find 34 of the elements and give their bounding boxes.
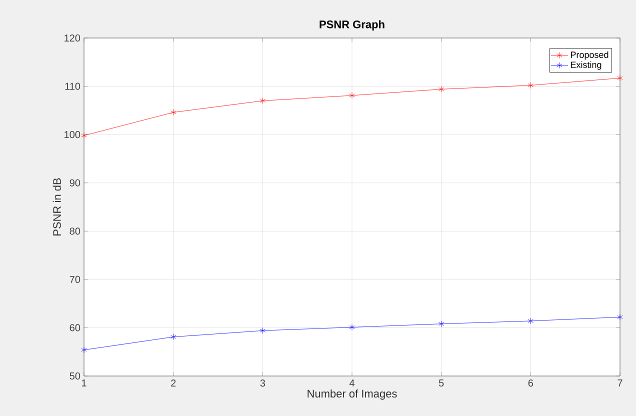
y-axis-title: PSNR in dB: [52, 178, 61, 236]
x-tick-label: 1: [82, 380, 86, 386]
y-tick-label: 70: [70, 276, 80, 283]
x-tick-label: 4: [349, 380, 354, 386]
point: [438, 86, 444, 92]
point: [349, 92, 355, 99]
point: [81, 132, 87, 139]
point: [349, 324, 355, 330]
y-tick-label: 50: [70, 372, 80, 380]
y-tick-label: 110: [65, 82, 80, 90]
point: [170, 334, 176, 340]
legend-label: Existing: [570, 61, 602, 70]
point: [438, 320, 444, 328]
point: [260, 327, 266, 334]
point: [617, 314, 623, 320]
y-tick-label: 60: [70, 324, 80, 332]
y-tick-label: 90: [70, 179, 80, 186]
x-tick-label: 2: [171, 380, 176, 387]
y-tick-label: 120: [64, 34, 80, 42]
y-tick-label: 100: [64, 131, 80, 138]
chart-title: PSNR Graph: [320, 20, 384, 30]
x-axis-title: Number of Images: [308, 389, 397, 400]
point: [170, 109, 176, 116]
point: [81, 346, 87, 354]
x-tick-label: 5: [438, 380, 444, 387]
y-tick-label: 80: [70, 228, 80, 235]
legend-label: Proposed: [570, 51, 608, 60]
point: [617, 74, 623, 82]
x-tick-label: 3: [260, 380, 266, 387]
x-tick-label: 6: [528, 380, 534, 387]
point: [528, 82, 534, 89]
x-tick-label: 7: [618, 380, 622, 386]
point: [528, 318, 534, 324]
point: [260, 98, 266, 104]
